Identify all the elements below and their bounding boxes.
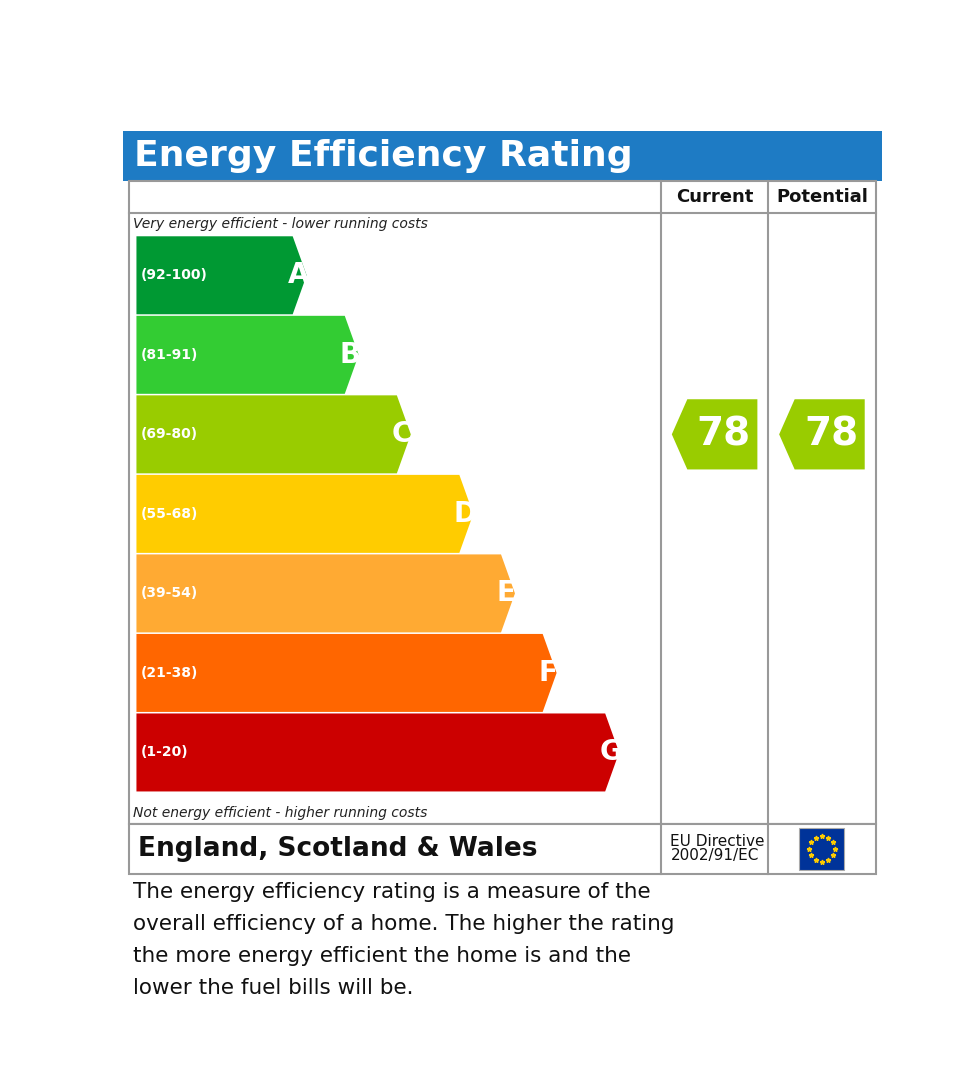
Text: Potential: Potential xyxy=(776,187,868,206)
Polygon shape xyxy=(779,399,864,470)
Text: 78: 78 xyxy=(697,415,751,453)
Polygon shape xyxy=(136,396,411,473)
Text: 2002/91/EC: 2002/91/EC xyxy=(670,848,759,863)
Text: B: B xyxy=(340,341,361,368)
Text: (55-68): (55-68) xyxy=(141,507,199,521)
Text: A: A xyxy=(287,262,309,289)
Text: England, Scotland & Wales: England, Scotland & Wales xyxy=(138,836,537,862)
Bar xyxy=(128,181,876,824)
Text: The energy efficiency rating is a measure of the
overall efficiency of a home. T: The energy efficiency rating is a measur… xyxy=(132,882,674,997)
Text: (39-54): (39-54) xyxy=(141,586,198,601)
Text: EU Directive: EU Directive xyxy=(670,835,765,849)
Polygon shape xyxy=(136,634,557,712)
Text: Very energy efficient - lower running costs: Very energy efficient - lower running co… xyxy=(132,217,427,231)
Polygon shape xyxy=(136,475,473,553)
Bar xyxy=(122,131,882,181)
Polygon shape xyxy=(136,714,619,791)
Text: (21-38): (21-38) xyxy=(141,666,199,680)
Polygon shape xyxy=(672,399,758,470)
Text: (1-20): (1-20) xyxy=(141,746,189,760)
Text: Not energy efficient - higher running costs: Not energy efficient - higher running co… xyxy=(132,806,427,820)
Text: (81-91): (81-91) xyxy=(141,348,199,362)
Text: 78: 78 xyxy=(805,415,858,453)
Text: F: F xyxy=(539,659,558,687)
Text: C: C xyxy=(392,421,413,448)
Bar xyxy=(800,827,845,870)
Text: G: G xyxy=(599,738,622,766)
Polygon shape xyxy=(136,316,359,393)
Polygon shape xyxy=(136,237,307,314)
Text: (92-100): (92-100) xyxy=(141,268,208,282)
Text: D: D xyxy=(454,500,476,528)
Text: Current: Current xyxy=(676,187,754,206)
Polygon shape xyxy=(136,555,514,632)
Text: Energy Efficiency Rating: Energy Efficiency Rating xyxy=(134,138,633,173)
Text: (69-80): (69-80) xyxy=(141,427,198,441)
Text: E: E xyxy=(497,580,515,607)
Bar xyxy=(128,824,876,874)
